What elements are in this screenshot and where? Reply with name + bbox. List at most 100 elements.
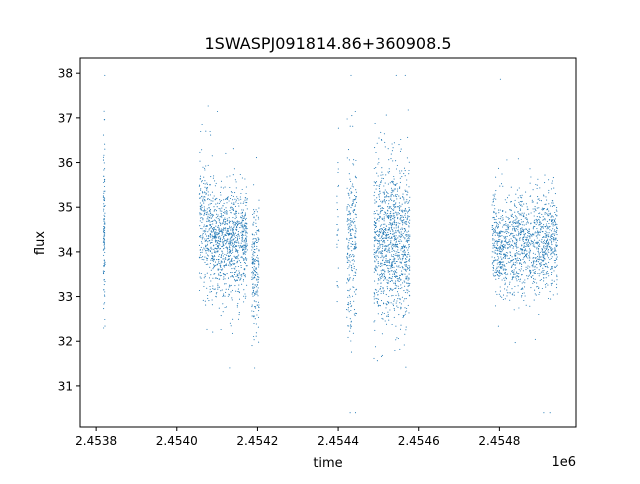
data-point [524, 233, 526, 235]
data-point [102, 159, 105, 161]
data-point [536, 258, 538, 260]
data-point [499, 232, 502, 234]
data-point [383, 250, 385, 252]
data-point [252, 238, 254, 240]
data-point [209, 194, 211, 196]
data-point [102, 240, 105, 242]
data-point [219, 278, 221, 280]
data-point [396, 337, 398, 339]
data-point [351, 185, 353, 187]
data-point [376, 172, 378, 174]
data-point [398, 202, 400, 204]
data-point [244, 219, 247, 221]
data-point [252, 260, 254, 262]
data-point [534, 338, 536, 340]
data-point [408, 267, 410, 269]
data-point [238, 260, 240, 262]
data-point [381, 249, 383, 252]
data-point [500, 267, 502, 269]
data-point [533, 245, 535, 247]
data-point [222, 243, 224, 245]
data-point [382, 200, 384, 202]
data-point [229, 238, 231, 240]
data-point [252, 283, 254, 285]
data-point [213, 288, 215, 290]
data-point [347, 149, 350, 151]
data-point [355, 312, 357, 314]
data-point [389, 222, 391, 224]
data-point [210, 233, 212, 236]
data-point [401, 215, 403, 217]
data-point [541, 207, 543, 209]
data-point [214, 250, 216, 252]
y-axis-label: flux [33, 231, 48, 255]
data-point [251, 310, 253, 312]
data-point [551, 252, 553, 254]
data-point [496, 254, 498, 256]
data-point [404, 238, 406, 240]
data-point [403, 314, 405, 317]
data-point [555, 232, 557, 234]
data-point [513, 294, 515, 296]
data-point [382, 259, 384, 261]
data-point [353, 313, 355, 315]
data-point [493, 195, 495, 197]
data-point [217, 251, 219, 253]
data-point [539, 212, 541, 214]
data-point [235, 290, 237, 292]
data-point [241, 256, 243, 258]
data-point [406, 239, 408, 241]
data-point [227, 255, 229, 257]
data-point [212, 229, 215, 231]
data-point [353, 266, 355, 268]
data-point [387, 315, 390, 317]
data-point [402, 211, 404, 213]
data-point [409, 266, 411, 268]
data-point [406, 247, 408, 249]
data-point [406, 310, 408, 312]
data-point [242, 230, 244, 232]
data-point [388, 227, 390, 229]
data-point [494, 257, 496, 259]
data-point [103, 190, 105, 192]
data-point [395, 202, 397, 204]
data-point [224, 253, 226, 256]
data-point [505, 241, 507, 243]
data-point [505, 220, 507, 223]
data-point [203, 202, 205, 204]
data-point [349, 277, 351, 279]
data-point [385, 228, 387, 230]
data-point [528, 259, 530, 261]
data-point [532, 189, 534, 191]
data-point [409, 196, 411, 198]
data-point [200, 217, 202, 219]
data-point [395, 229, 397, 231]
data-point [500, 183, 503, 185]
data-point [509, 235, 511, 237]
data-point [214, 228, 216, 230]
data-point [348, 228, 350, 230]
x-axis-label: time [313, 456, 342, 471]
data-point [406, 184, 408, 186]
data-point [211, 255, 213, 257]
data-point [347, 279, 349, 281]
data-point [378, 256, 380, 258]
data-point [205, 214, 207, 216]
data-point [537, 178, 539, 180]
data-point [519, 278, 522, 280]
data-point [547, 241, 549, 243]
data-point [534, 253, 536, 255]
data-point [346, 157, 348, 159]
data-point [244, 274, 246, 276]
data-point [238, 212, 240, 214]
data-point [235, 240, 237, 242]
data-point [545, 223, 547, 225]
data-point [228, 220, 231, 222]
data-point [532, 260, 534, 262]
data-point [524, 295, 526, 297]
data-point [393, 309, 396, 311]
data-point [336, 209, 338, 211]
data-point [210, 227, 212, 229]
data-point [516, 241, 518, 244]
data-point [210, 274, 212, 276]
